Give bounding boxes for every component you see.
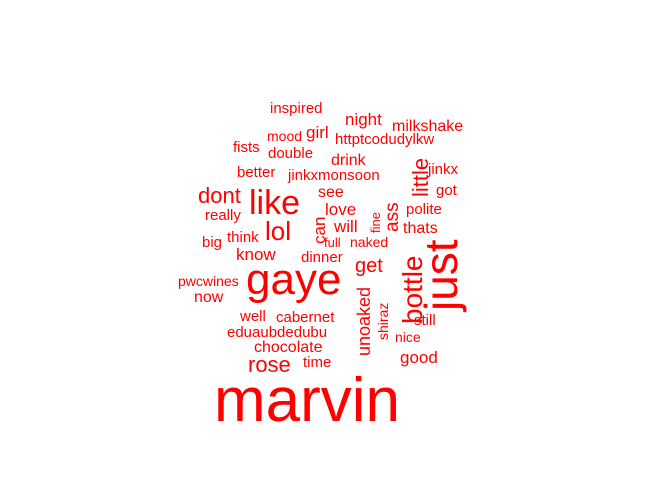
word-naked: naked [350, 234, 388, 250]
word-lol: lol [265, 216, 291, 246]
word-will: will [333, 217, 358, 236]
word-double: double [268, 145, 313, 162]
word-time: time [303, 354, 331, 371]
word-jinkx: jinkx [427, 161, 459, 178]
word-gaye: gaye [246, 255, 341, 304]
word-drink: drink [331, 152, 367, 169]
word-good: good [400, 348, 438, 367]
word-fists: fists [233, 139, 260, 156]
word-better: better [237, 164, 275, 181]
word-chocolate: chocolate [254, 339, 323, 356]
word-dinner: dinner [301, 249, 343, 266]
word-get: get [355, 255, 383, 277]
word-just: just [415, 239, 467, 313]
word-cabernet: cabernet [276, 309, 335, 326]
word-now: now [194, 289, 224, 306]
word-know: know [236, 245, 276, 264]
word-see: see [318, 184, 344, 201]
word-bottle: bottle [397, 256, 428, 325]
word-unoaked: unoaked [354, 287, 374, 356]
word-like: like [249, 184, 300, 222]
word-pwcwines: pwcwines [178, 273, 239, 289]
word-mood: mood [267, 128, 302, 144]
word-well: well [239, 308, 266, 325]
word-night: night [345, 110, 382, 129]
word-nice: nice [395, 329, 421, 345]
word-little: little [408, 158, 433, 197]
word-full: full [324, 235, 341, 250]
word-can: can [310, 217, 329, 244]
word-jinkxmonsoon: jinkxmonsoon [287, 167, 380, 184]
word-love: love [325, 200, 356, 219]
word-think: think [227, 229, 259, 246]
word-fine: fine [368, 212, 383, 233]
word-still: still [414, 312, 436, 329]
word-really: really [205, 207, 241, 224]
word-thats: thats [403, 220, 438, 237]
word-rose: rose [248, 352, 291, 377]
word-polite: polite [406, 201, 442, 218]
word-big: big [202, 234, 222, 251]
word-milkshake: milkshake [392, 118, 463, 135]
word-eduaubdedubu: eduaubdedubu [227, 324, 327, 341]
word-got: got [436, 182, 458, 199]
word-httptcodudylkw: httptcodudylkw [335, 131, 434, 148]
word-ass: ass [382, 202, 403, 232]
word-girl: girl [306, 123, 329, 142]
word-dont: dont [198, 183, 241, 208]
word-inspired: inspired [270, 100, 323, 117]
word-shiraz: shiraz [375, 303, 391, 340]
word-marvin: marvin [214, 366, 400, 435]
